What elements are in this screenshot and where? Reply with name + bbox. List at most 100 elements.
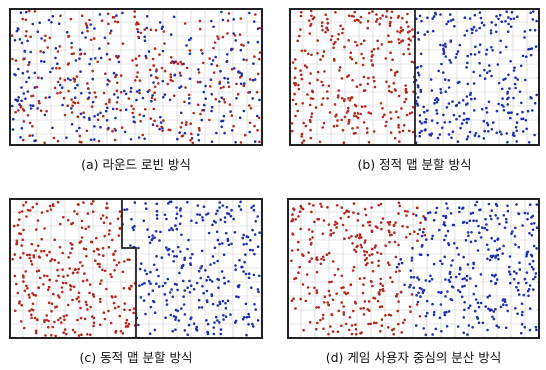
blue-dot [175, 255, 179, 258]
blue-dot [444, 278, 447, 281]
red-dot [125, 318, 129, 322]
red-dot [319, 318, 322, 322]
red-dot [393, 240, 397, 244]
red-dot [363, 207, 367, 211]
panel-c [9, 198, 263, 339]
red-dot [394, 71, 397, 75]
red-dot [321, 313, 325, 317]
blue-dot [177, 319, 181, 322]
blue-dot [221, 299, 225, 303]
blue-dot [458, 290, 462, 294]
blue-dot [51, 126, 54, 130]
blue-dot [505, 45, 508, 49]
red-dot [379, 102, 383, 105]
red-dot [106, 206, 109, 210]
red-dot [296, 39, 299, 43]
blue-dot [530, 234, 534, 237]
blue-dot [534, 45, 538, 48]
blue-dot [409, 269, 412, 272]
red-dot [102, 254, 105, 257]
blue-dot [534, 325, 538, 329]
red-dot [111, 129, 114, 133]
red-dot [24, 270, 27, 273]
blue-dot [245, 242, 248, 246]
blue-dot [505, 303, 508, 307]
blue-dot [429, 274, 432, 278]
blue-dot [474, 284, 478, 288]
blue-dot [408, 285, 411, 289]
blue-dot [189, 284, 193, 287]
red-dot [306, 286, 310, 289]
blue-dot [89, 138, 93, 142]
blue-dot [151, 234, 154, 237]
red-dot [160, 66, 164, 70]
red-dot [353, 248, 356, 252]
blue-dot [478, 61, 481, 65]
blue-dot [462, 316, 465, 319]
blue-dot [211, 223, 214, 227]
red-dot [290, 249, 294, 252]
map-border [9, 198, 263, 339]
red-dot [143, 108, 147, 111]
blue-dot [501, 252, 504, 255]
blue-dot [520, 101, 523, 105]
blue-dot [485, 48, 489, 52]
blue-dot [415, 294, 418, 297]
red-dot [360, 105, 364, 108]
red-dot [396, 70, 399, 73]
red-dot [404, 97, 408, 101]
red-dot [169, 75, 173, 79]
blue-dot [418, 131, 422, 135]
blue-dot [40, 37, 43, 40]
blue-dot [149, 74, 153, 77]
blue-dot [213, 246, 217, 250]
blue-dot [36, 107, 39, 110]
red-dot [256, 72, 260, 76]
blue-dot [251, 78, 255, 82]
red-dot [183, 100, 186, 104]
blue-dot [485, 223, 488, 226]
red-dot [299, 73, 303, 76]
red-dot [20, 210, 24, 213]
blue-dot [499, 51, 502, 54]
red-dot [349, 56, 352, 59]
blue-dot [482, 119, 486, 123]
blue-dot [428, 280, 431, 283]
blue-dot [506, 92, 509, 95]
blue-dot [106, 78, 110, 82]
blue-dot [521, 110, 524, 114]
red-dot [25, 215, 28, 218]
red-dot [366, 131, 369, 134]
red-dot [72, 285, 76, 288]
red-dot [299, 69, 302, 72]
red-dot [123, 308, 126, 311]
red-dot [114, 249, 117, 253]
red-dot [380, 305, 384, 308]
red-dot [187, 93, 191, 97]
blue-dot [240, 72, 243, 75]
red-dot [343, 237, 346, 240]
red-dot [20, 303, 23, 307]
red-dot [311, 97, 315, 101]
blue-dot [451, 18, 455, 21]
red-dot [236, 92, 240, 96]
red-dot [55, 66, 58, 70]
blue-dot [416, 85, 420, 89]
blue-dot [251, 97, 254, 100]
blue-dot [445, 202, 448, 205]
red-dot [307, 228, 311, 231]
blue-dot [169, 313, 173, 317]
blue-dot [192, 322, 196, 325]
blue-dot [159, 121, 163, 124]
red-dot [21, 238, 24, 242]
blue-dot [478, 43, 482, 46]
red-dot [155, 124, 159, 128]
blue-dot [105, 52, 109, 56]
partition-line [121, 198, 137, 339]
blue-dot [146, 228, 149, 231]
blue-dot [443, 238, 446, 242]
red-dot [296, 248, 300, 252]
red-dot [413, 230, 416, 233]
blue-dot [522, 293, 526, 297]
blue-dot [175, 227, 179, 231]
